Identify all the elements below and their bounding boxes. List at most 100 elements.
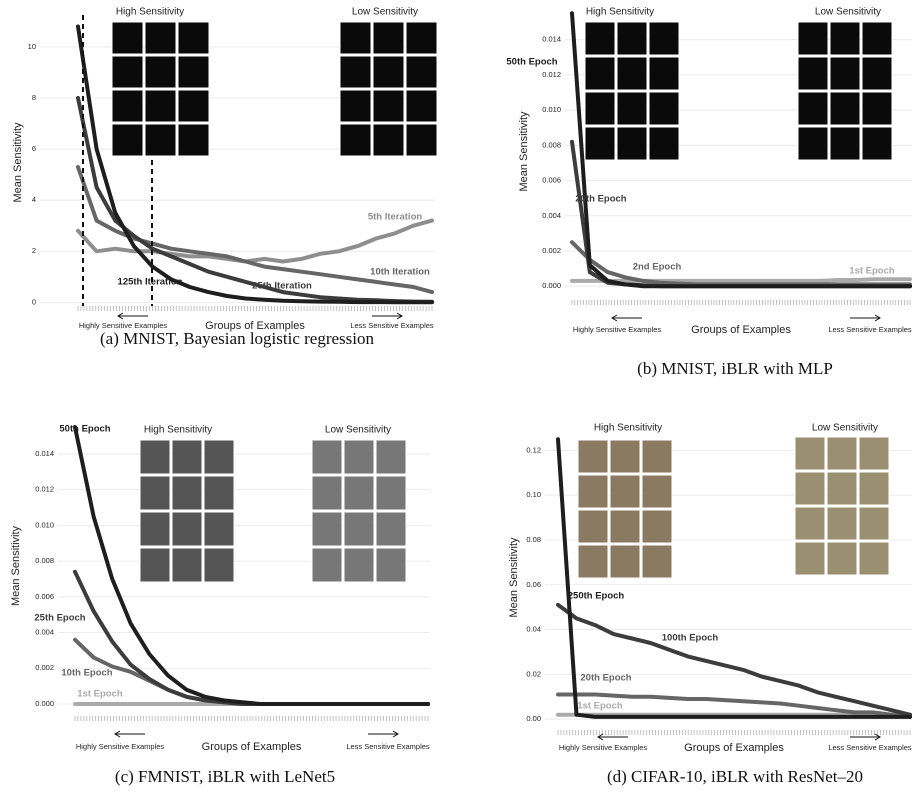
example-image xyxy=(376,512,406,546)
example-image xyxy=(610,440,640,473)
image-title: High Sensitivity xyxy=(594,423,662,434)
example-image xyxy=(610,475,640,508)
arrow xyxy=(612,315,642,321)
image-title: Low Sensitivity xyxy=(352,7,418,18)
series-label: 1st Epoch xyxy=(77,689,123,700)
example-image xyxy=(344,476,374,510)
example-image xyxy=(859,472,889,505)
y-tick-label: 4 xyxy=(32,195,36,204)
example-image xyxy=(610,545,640,578)
figure: 0246810Mean SensitivityGroups of Example… xyxy=(0,0,919,799)
example-image xyxy=(578,510,608,543)
y-tick-label: 0.008 xyxy=(35,556,54,565)
example-image xyxy=(376,440,406,474)
example-image xyxy=(344,512,374,546)
y-tick-label: 0.04 xyxy=(526,625,541,634)
y-tick-label: 0.014 xyxy=(35,449,54,458)
example-image xyxy=(798,92,828,125)
y-tick-label: 0.000 xyxy=(542,281,561,290)
arrow xyxy=(115,731,145,737)
example-image xyxy=(172,512,202,546)
example-image xyxy=(610,510,640,543)
example-image xyxy=(406,56,437,88)
example-image xyxy=(204,440,234,474)
caption: (c) FMNIST, iBLR with LeNet5 xyxy=(115,767,335,786)
example-image xyxy=(376,476,406,510)
example-image xyxy=(344,440,374,474)
x-left-label: Highly Sensitive Examples xyxy=(573,325,662,334)
y-tick-label: 0.02 xyxy=(526,669,541,678)
image-title: Low Sensitivity xyxy=(815,7,881,18)
y-axis-label: Mean Sensitivity xyxy=(518,111,530,192)
series-label: 25th Iteration xyxy=(252,281,312,292)
series-label: 100th Epoch xyxy=(662,633,719,644)
caption: (d) CIFAR-10, iBLR with ResNet–20 xyxy=(607,767,863,786)
image-title: High Sensitivity xyxy=(116,7,184,18)
example-image xyxy=(340,56,371,88)
y-axis-label: Mean Sensitivity xyxy=(10,525,22,606)
x-axis-label: Groups of Examples xyxy=(691,324,791,336)
example-image xyxy=(585,92,615,125)
example-image xyxy=(112,124,143,156)
example-image xyxy=(617,57,647,90)
example-image xyxy=(172,476,202,510)
arrow xyxy=(372,313,402,319)
caption: (b) MNIST, iBLR with MLP xyxy=(637,359,833,378)
image-title: High Sensitivity xyxy=(144,425,212,436)
example-image xyxy=(830,57,860,90)
example-image xyxy=(862,57,892,90)
example-image xyxy=(145,90,176,122)
example-image xyxy=(312,512,342,546)
example-image xyxy=(204,476,234,510)
y-tick-label: 0.10 xyxy=(526,490,541,499)
y-tick-label: 0 xyxy=(32,297,36,306)
example-image xyxy=(862,127,892,160)
example-image xyxy=(862,92,892,125)
series-label: 125th Iteration xyxy=(118,277,183,288)
y-tick-label: 0.012 xyxy=(35,485,54,494)
example-image xyxy=(649,57,679,90)
arrow xyxy=(368,731,398,737)
example-image xyxy=(112,56,143,88)
example-image xyxy=(145,56,176,88)
example-image xyxy=(145,22,176,54)
y-tick-label: 0.004 xyxy=(542,211,561,220)
y-tick-label: 0.00 xyxy=(526,714,541,723)
example-image xyxy=(798,57,828,90)
y-tick-label: 0.008 xyxy=(542,140,561,149)
example-image xyxy=(406,22,437,54)
example-image xyxy=(795,542,825,575)
example-image xyxy=(172,440,202,474)
y-tick-label: 0.004 xyxy=(35,628,54,637)
example-image xyxy=(617,22,647,55)
example-image xyxy=(312,440,342,474)
example-image xyxy=(578,475,608,508)
y-tick-label: 8 xyxy=(32,93,36,102)
example-image xyxy=(578,545,608,578)
example-image xyxy=(642,545,672,578)
y-tick-label: 10 xyxy=(28,42,36,51)
x-left-label: Highly Sensitive Examples xyxy=(559,743,648,752)
arrow xyxy=(850,315,880,321)
example-image xyxy=(178,56,209,88)
image-title: High Sensitivity xyxy=(586,7,654,18)
arrow xyxy=(118,313,148,319)
example-image xyxy=(798,127,828,160)
y-tick-label: 2 xyxy=(32,246,36,255)
example-image xyxy=(373,22,404,54)
charts: 0246810Mean SensitivityGroups of Example… xyxy=(10,7,912,786)
x-axis-label: Groups of Examples xyxy=(202,741,302,753)
series-line xyxy=(572,279,910,281)
x-right-label: Less Sensitive Examples xyxy=(346,742,430,751)
series-label: 20th Epoch xyxy=(580,673,631,684)
example-image xyxy=(340,22,371,54)
example-image xyxy=(373,90,404,122)
x-right-label: Less Sensitive Examples xyxy=(828,325,912,334)
example-image xyxy=(112,22,143,54)
series-label: 10th Iteration xyxy=(370,267,430,278)
example-image xyxy=(145,124,176,156)
x-left-label: Highly Sensitive Examples xyxy=(76,742,165,751)
example-image xyxy=(406,90,437,122)
example-image xyxy=(827,472,857,505)
example-image xyxy=(204,512,234,546)
